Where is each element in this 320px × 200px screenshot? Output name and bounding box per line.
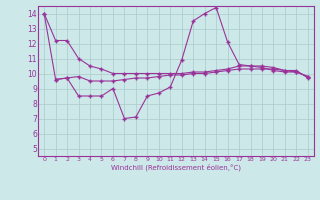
X-axis label: Windchill (Refroidissement éolien,°C): Windchill (Refroidissement éolien,°C) (111, 164, 241, 171)
